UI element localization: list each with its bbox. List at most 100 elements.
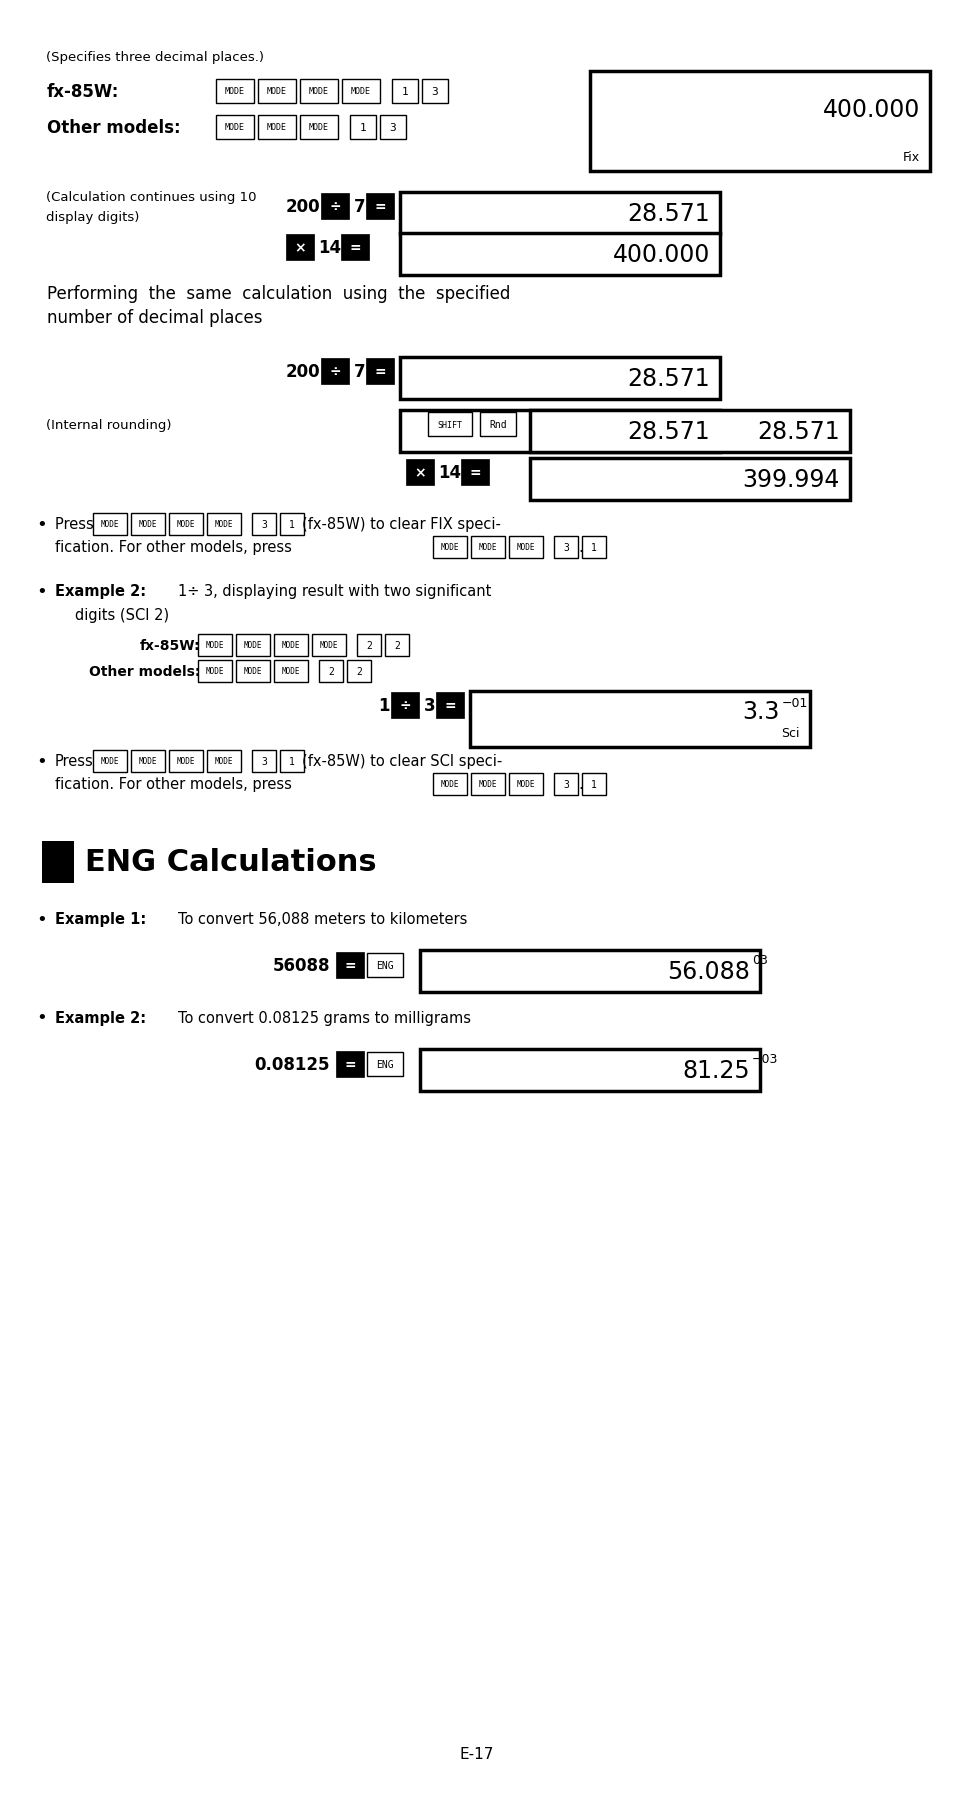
FancyBboxPatch shape — [131, 750, 165, 773]
Text: 3: 3 — [261, 757, 267, 766]
Text: MODE: MODE — [267, 87, 287, 96]
FancyBboxPatch shape — [299, 116, 337, 139]
Text: Rnd: Rnd — [489, 419, 506, 430]
FancyBboxPatch shape — [92, 513, 127, 535]
Text: •: • — [36, 911, 47, 929]
Text: 1: 1 — [591, 779, 597, 790]
Text: Other models:: Other models: — [47, 119, 180, 137]
Text: 2: 2 — [394, 641, 399, 651]
Text: 3: 3 — [261, 520, 267, 529]
Text: 2: 2 — [366, 641, 372, 651]
Text: 2: 2 — [355, 667, 361, 676]
Text: (Internal rounding): (Internal rounding) — [46, 417, 172, 432]
Text: Example 2:: Example 2: — [55, 584, 146, 600]
FancyBboxPatch shape — [257, 80, 295, 105]
Text: ENG: ENG — [375, 961, 394, 970]
Bar — [470, 692, 809, 748]
Text: MODE: MODE — [244, 667, 262, 676]
Text: 14: 14 — [318, 239, 341, 257]
Text: 1÷ 3, displaying result with two significant: 1÷ 3, displaying result with two signifi… — [178, 584, 491, 600]
FancyBboxPatch shape — [460, 459, 489, 486]
FancyBboxPatch shape — [366, 193, 394, 220]
Text: •: • — [36, 1008, 47, 1026]
Text: 81.25: 81.25 — [681, 1059, 749, 1082]
FancyBboxPatch shape — [207, 750, 241, 773]
Text: MODE: MODE — [138, 520, 157, 529]
Text: 28.571: 28.571 — [757, 419, 840, 445]
Text: MODE: MODE — [138, 757, 157, 766]
Text: 200: 200 — [285, 363, 319, 381]
FancyBboxPatch shape — [235, 661, 270, 683]
Text: Example 1:: Example 1: — [55, 913, 146, 927]
Text: 56.088: 56.088 — [666, 960, 749, 983]
Text: (fx-85W) to clear SCI speci-: (fx-85W) to clear SCI speci- — [302, 754, 501, 770]
FancyBboxPatch shape — [367, 954, 402, 978]
Text: MODE: MODE — [309, 87, 329, 96]
Text: 400.000: 400.000 — [612, 242, 709, 267]
Bar — [42, 842, 74, 884]
Text: =: = — [469, 466, 480, 479]
FancyBboxPatch shape — [252, 513, 275, 535]
Text: 1: 1 — [289, 520, 294, 529]
FancyBboxPatch shape — [471, 773, 504, 795]
FancyBboxPatch shape — [198, 634, 232, 656]
Text: 28.571: 28.571 — [627, 367, 709, 390]
Bar — [530, 459, 849, 501]
Text: To convert 0.08125 grams to milligrams: To convert 0.08125 grams to milligrams — [178, 1010, 471, 1025]
FancyBboxPatch shape — [131, 513, 165, 535]
Text: fx-85W:: fx-85W: — [47, 83, 119, 101]
FancyBboxPatch shape — [318, 661, 343, 683]
Text: Performing  the  same  calculation  using  the  specified: Performing the same calculation using th… — [47, 286, 510, 304]
FancyBboxPatch shape — [554, 537, 578, 558]
Text: Other models:: Other models: — [89, 665, 200, 679]
Text: 3: 3 — [389, 123, 395, 134]
Text: Sci: Sci — [781, 726, 800, 739]
FancyBboxPatch shape — [280, 513, 304, 535]
Text: •: • — [36, 515, 47, 533]
FancyBboxPatch shape — [347, 661, 371, 683]
FancyBboxPatch shape — [215, 80, 253, 105]
Text: 3.3: 3.3 — [741, 699, 780, 723]
Text: ×: × — [294, 240, 306, 255]
Text: 2: 2 — [328, 667, 334, 676]
Text: fication. For other models, press: fication. For other models, press — [55, 540, 292, 555]
FancyBboxPatch shape — [252, 750, 275, 773]
Bar — [589, 72, 929, 172]
FancyBboxPatch shape — [391, 692, 418, 719]
Text: MODE: MODE — [225, 123, 245, 132]
Text: ×: × — [414, 466, 425, 479]
FancyBboxPatch shape — [367, 1052, 402, 1077]
Text: 7: 7 — [354, 363, 365, 381]
Text: MODE: MODE — [267, 123, 287, 132]
Text: MODE: MODE — [225, 87, 245, 96]
FancyBboxPatch shape — [421, 80, 448, 105]
FancyBboxPatch shape — [299, 80, 337, 105]
Text: 200: 200 — [285, 199, 319, 215]
Text: MODE: MODE — [176, 757, 195, 766]
FancyBboxPatch shape — [320, 193, 349, 220]
Text: 3: 3 — [562, 779, 568, 790]
FancyBboxPatch shape — [198, 661, 232, 683]
Text: Press: Press — [55, 754, 93, 770]
Text: ÷: ÷ — [398, 699, 411, 712]
FancyBboxPatch shape — [280, 750, 304, 773]
Text: •: • — [36, 582, 47, 600]
Text: 0.08125: 0.08125 — [254, 1055, 330, 1073]
Text: SHIFT: SHIFT — [437, 421, 462, 430]
FancyBboxPatch shape — [436, 692, 463, 719]
FancyBboxPatch shape — [385, 634, 409, 656]
Bar — [399, 410, 720, 454]
FancyBboxPatch shape — [335, 952, 364, 978]
FancyBboxPatch shape — [312, 634, 346, 656]
Text: 1: 1 — [378, 698, 390, 714]
FancyBboxPatch shape — [581, 537, 605, 558]
Text: =: = — [374, 201, 385, 213]
FancyBboxPatch shape — [392, 80, 417, 105]
Text: MODE: MODE — [309, 123, 329, 132]
Text: 399.994: 399.994 — [741, 468, 840, 492]
Text: MODE: MODE — [351, 87, 371, 96]
Text: 56088: 56088 — [273, 956, 330, 974]
Text: MODE: MODE — [244, 641, 262, 651]
Text: .: . — [578, 540, 582, 555]
Text: 28.571: 28.571 — [627, 419, 709, 445]
